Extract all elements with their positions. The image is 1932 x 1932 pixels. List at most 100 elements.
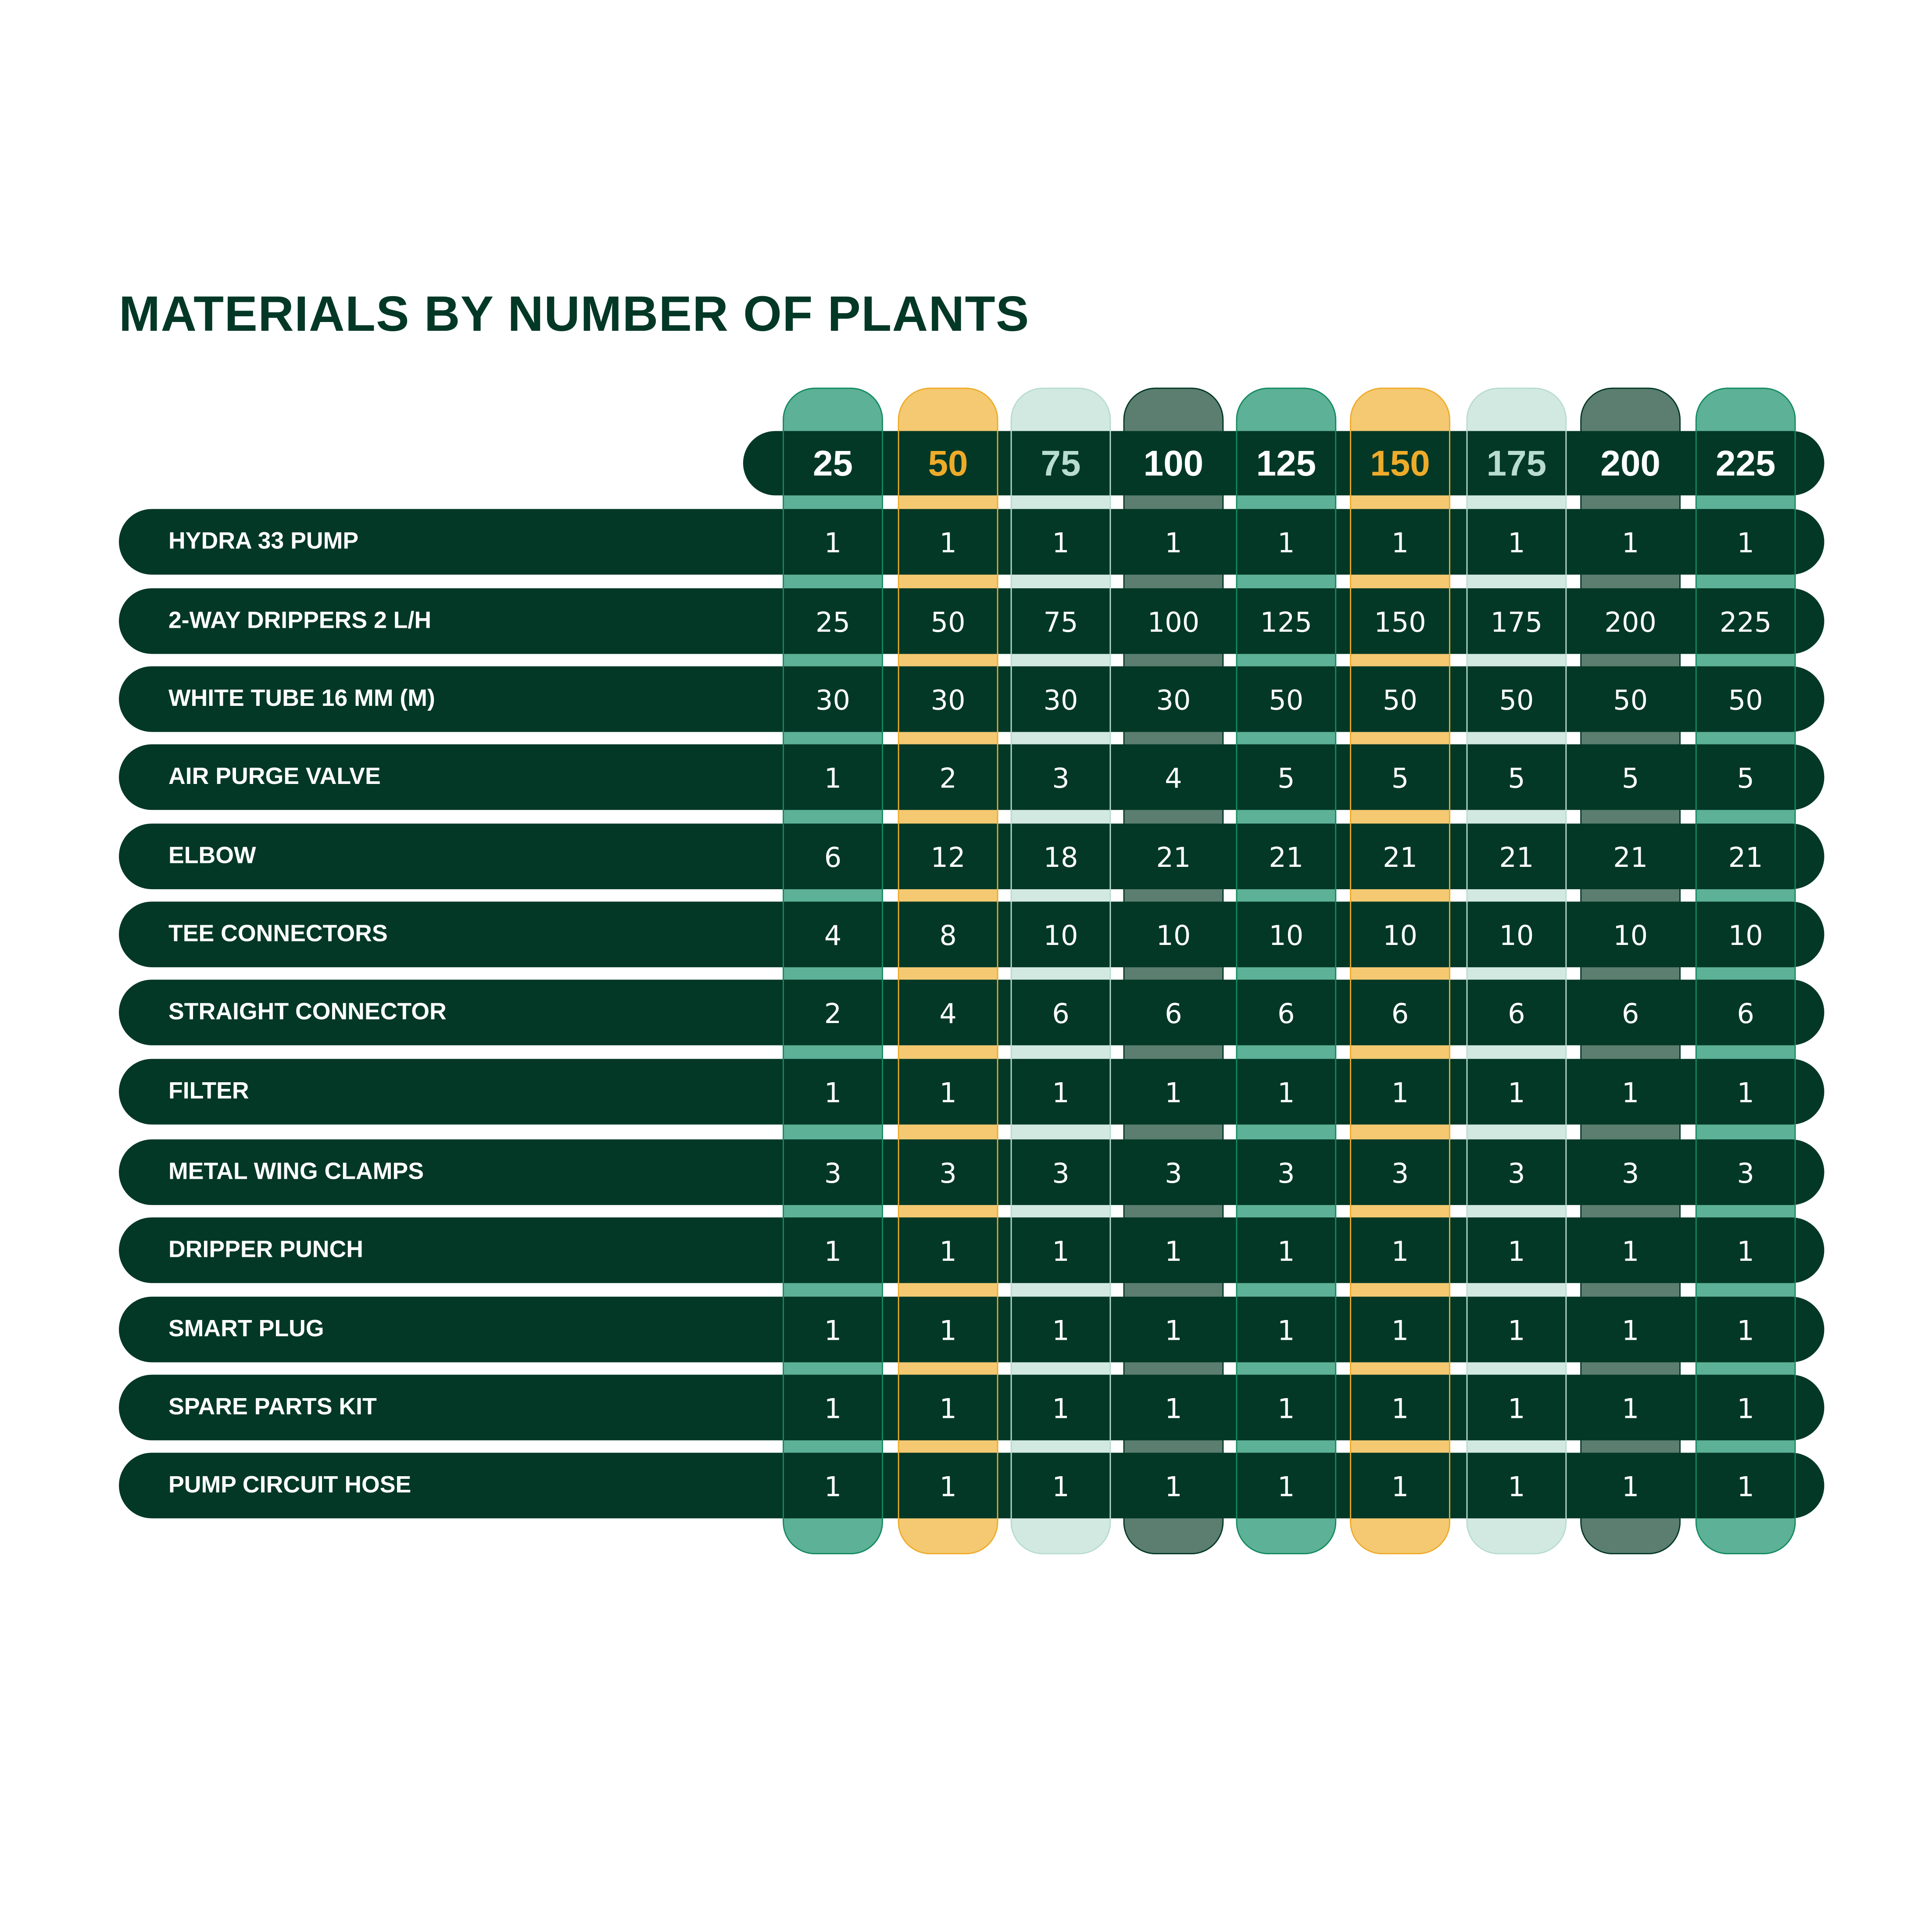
column-outline-125 <box>1236 387 1337 1554</box>
table-cell: 3 <box>1277 1159 1295 1190</box>
table-cell: 6 <box>824 843 842 875</box>
table-cell: 225 <box>1719 608 1772 639</box>
column-header-25: 25 <box>812 444 853 484</box>
table-cell: 125 <box>1260 608 1313 639</box>
table-cell: 1 <box>939 1316 957 1348</box>
table-cell: 1 <box>1621 1237 1639 1268</box>
table-cell: 6 <box>1508 999 1525 1030</box>
table-cell: 1 <box>1165 1078 1182 1110</box>
table-cell: 21 <box>1613 843 1648 875</box>
table-cell: 3 <box>1052 764 1070 795</box>
table-cell: 1 <box>1052 1316 1070 1348</box>
table-cell: 1 <box>1165 1316 1182 1348</box>
table-cell: 10 <box>1613 921 1648 952</box>
table-cell: 1 <box>939 1472 957 1504</box>
table-cell: 1 <box>939 1394 957 1426</box>
table-cell: 21 <box>1728 843 1763 875</box>
table-cell: 1 <box>939 529 957 560</box>
table-row: TEE CONNECTORS <box>119 902 1825 967</box>
table-cell: 1 <box>824 764 842 795</box>
table-cell: 175 <box>1490 608 1543 639</box>
table-cell: 1 <box>1165 1237 1182 1268</box>
table-cell: 4 <box>1165 764 1182 795</box>
table-cell: 10 <box>1728 921 1763 952</box>
table-row: WHITE TUBE 16 MM (M) <box>119 666 1825 732</box>
table-row: SPARE PARTS KIT <box>119 1374 1825 1441</box>
column-header-75: 75 <box>1041 444 1081 484</box>
table-cell: 1 <box>1165 529 1182 560</box>
table-cell: 2 <box>939 764 957 795</box>
table-cell: 6 <box>1165 999 1182 1030</box>
table-cell: 1 <box>1508 1237 1525 1268</box>
table-cell: 6 <box>1391 999 1409 1030</box>
table-cell: 1 <box>1052 529 1070 560</box>
row-label: TEE CONNECTORS <box>168 921 388 948</box>
table-cell: 1 <box>824 1078 842 1110</box>
table-cell: 4 <box>824 921 842 952</box>
table-cell: 1 <box>1737 1237 1754 1268</box>
table-cell: 3 <box>1165 1159 1182 1190</box>
table-cell: 1 <box>1621 1472 1639 1504</box>
table-cell: 50 <box>1382 686 1418 717</box>
table-row: 2-WAY DRIPPERS 2 L/H <box>119 588 1825 654</box>
table-cell: 5 <box>1737 764 1754 795</box>
column-header-175: 175 <box>1486 444 1547 484</box>
table-cell: 5 <box>1391 764 1409 795</box>
table-cell: 50 <box>1269 686 1304 717</box>
table-cell: 1 <box>1508 529 1525 560</box>
table-cell: 1 <box>939 1237 957 1268</box>
page-title: MATERIALS BY NUMBER OF PLANTS <box>119 287 1030 342</box>
header-bar <box>743 431 1825 496</box>
table-cell: 1 <box>1737 1316 1754 1348</box>
table-cell: 6 <box>1621 999 1639 1030</box>
table-row: METAL WING CLAMPS <box>119 1139 1825 1205</box>
table-cell: 1 <box>1621 529 1639 560</box>
table-cell: 5 <box>1508 764 1525 795</box>
table-cell: 25 <box>816 608 851 639</box>
table-cell: 3 <box>824 1159 842 1190</box>
table-cell: 6 <box>1052 999 1070 1030</box>
column-header-50: 50 <box>928 444 968 484</box>
column-outline-225 <box>1695 387 1796 1554</box>
table-cell: 30 <box>1156 686 1191 717</box>
table-cell: 1 <box>1052 1394 1070 1426</box>
row-label: SMART PLUG <box>168 1316 324 1343</box>
table-cell: 1 <box>1621 1078 1639 1110</box>
table-cell: 8 <box>939 921 957 952</box>
column-header-150: 150 <box>1370 444 1430 484</box>
table-cell: 1 <box>1391 1472 1409 1504</box>
table-row: DRIPPER PUNCH <box>119 1217 1825 1283</box>
table-cell: 1 <box>1737 1078 1754 1110</box>
table-cell: 1 <box>1621 1316 1639 1348</box>
table-cell: 200 <box>1604 608 1657 639</box>
table-cell: 1 <box>1052 1237 1070 1268</box>
column-outline-175 <box>1466 387 1567 1554</box>
row-label: 2-WAY DRIPPERS 2 L/H <box>168 608 432 634</box>
table-cell: 10 <box>1499 921 1534 952</box>
table-row: PUMP CIRCUIT HOSE <box>119 1453 1825 1519</box>
table-cell: 1 <box>824 1394 842 1426</box>
table-cell: 12 <box>930 843 966 875</box>
table-cell: 1 <box>1391 1237 1409 1268</box>
row-label: AIR PURGE VALVE <box>168 764 381 791</box>
table-cell: 6 <box>1277 999 1295 1030</box>
row-label: HYDRA 33 PUMP <box>168 529 359 555</box>
table-cell: 3 <box>1391 1159 1409 1190</box>
table-cell: 1 <box>824 1316 842 1348</box>
column-outline-25 <box>783 387 883 1554</box>
table-cell: 21 <box>1156 843 1191 875</box>
table-cell: 4 <box>939 999 957 1030</box>
table-cell: 1 <box>1508 1472 1525 1504</box>
column-outline-150 <box>1350 387 1450 1554</box>
table-cell: 50 <box>930 608 966 639</box>
table-cell: 3 <box>1052 1159 1070 1190</box>
table-cell: 21 <box>1382 843 1418 875</box>
column-header-100: 100 <box>1143 444 1204 484</box>
table-row: HYDRA 33 PUMP <box>119 509 1825 575</box>
table-cell: 1 <box>1737 1472 1754 1504</box>
table-row: STRAIGHT CONNECTOR <box>119 980 1825 1045</box>
table-cell: 3 <box>1737 1159 1754 1190</box>
table-cell: 150 <box>1374 608 1426 639</box>
table-cell: 1 <box>1277 1394 1295 1426</box>
row-label: FILTER <box>168 1078 249 1105</box>
